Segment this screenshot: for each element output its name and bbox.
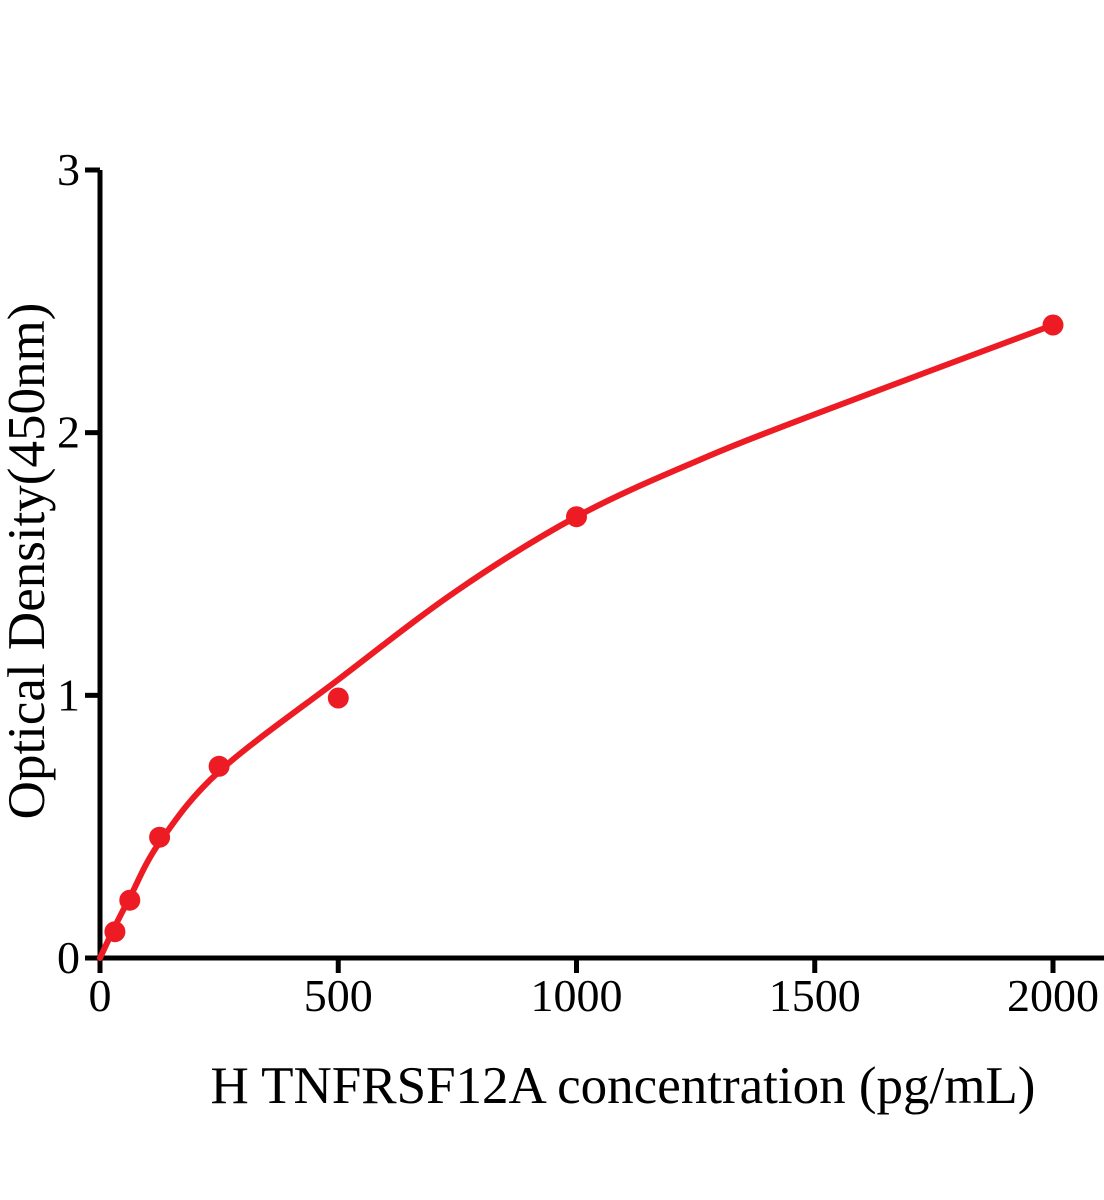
y-tick-label: 1 <box>57 669 80 720</box>
data-point-marker <box>1042 314 1064 336</box>
y-tick-label: 2 <box>57 407 80 458</box>
axis-tick-labels: 0 500 1000 1500 2000 0 1 2 3 <box>57 144 1099 1021</box>
x-tick-label: 0 <box>89 970 112 1021</box>
data-point-marker <box>104 921 126 943</box>
data-point-marker <box>208 755 230 777</box>
axis-ticks <box>85 167 1056 973</box>
axes <box>97 170 1104 961</box>
fitted-curve <box>97 322 1056 961</box>
y-tick-label: 0 <box>57 932 80 983</box>
x-axis-title: H TNFRSF12A concentration (pg/mL) <box>211 1057 1036 1115</box>
y-axis-title: Optical Density(450nm) <box>0 303 56 820</box>
x-tick-label: 2000 <box>1007 970 1099 1021</box>
data-points <box>104 314 1064 943</box>
x-tick-label: 1500 <box>769 970 861 1021</box>
data-point-marker <box>327 687 349 709</box>
y-tick-label: 3 <box>57 144 80 195</box>
x-tick-label: 1000 <box>531 970 623 1021</box>
data-point-marker <box>149 826 171 848</box>
standard-curve-line <box>97 322 1056 961</box>
x-tick-label: 500 <box>304 970 373 1021</box>
data-point-marker <box>119 889 141 911</box>
data-point-marker <box>566 506 587 528</box>
